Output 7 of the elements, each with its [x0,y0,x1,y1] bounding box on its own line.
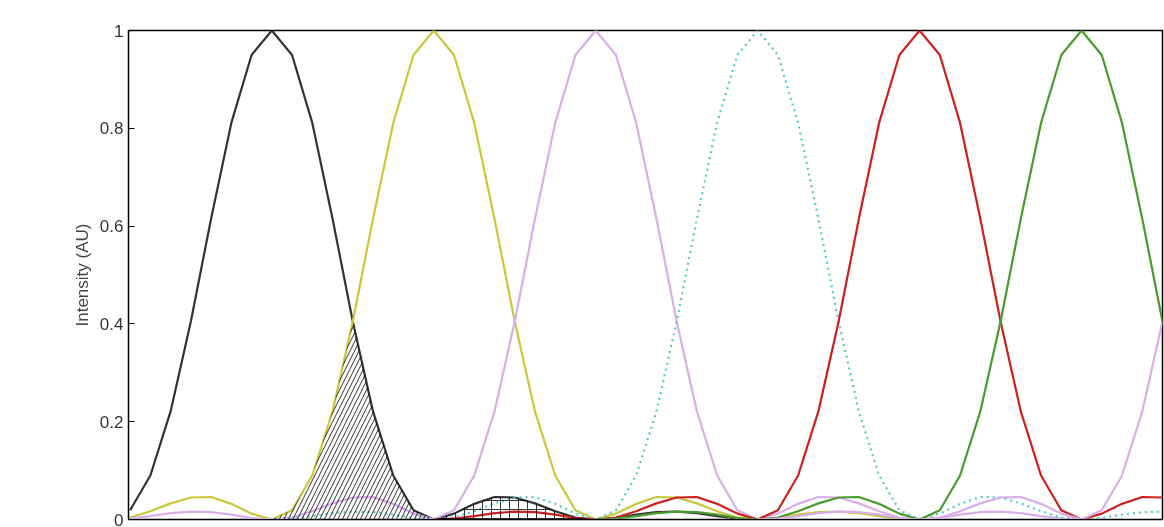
y-axis-title: Intensity (AU) [72,223,92,327]
y-tick-label: 0.4 [99,314,124,334]
y-tick-label: 0 [114,510,124,527]
y-tick-label: 0.8 [99,119,124,139]
y-tick-label: 0.6 [99,217,124,237]
y-tick-label: 1 [114,21,124,41]
y-tick-label: 0.2 [99,412,124,432]
